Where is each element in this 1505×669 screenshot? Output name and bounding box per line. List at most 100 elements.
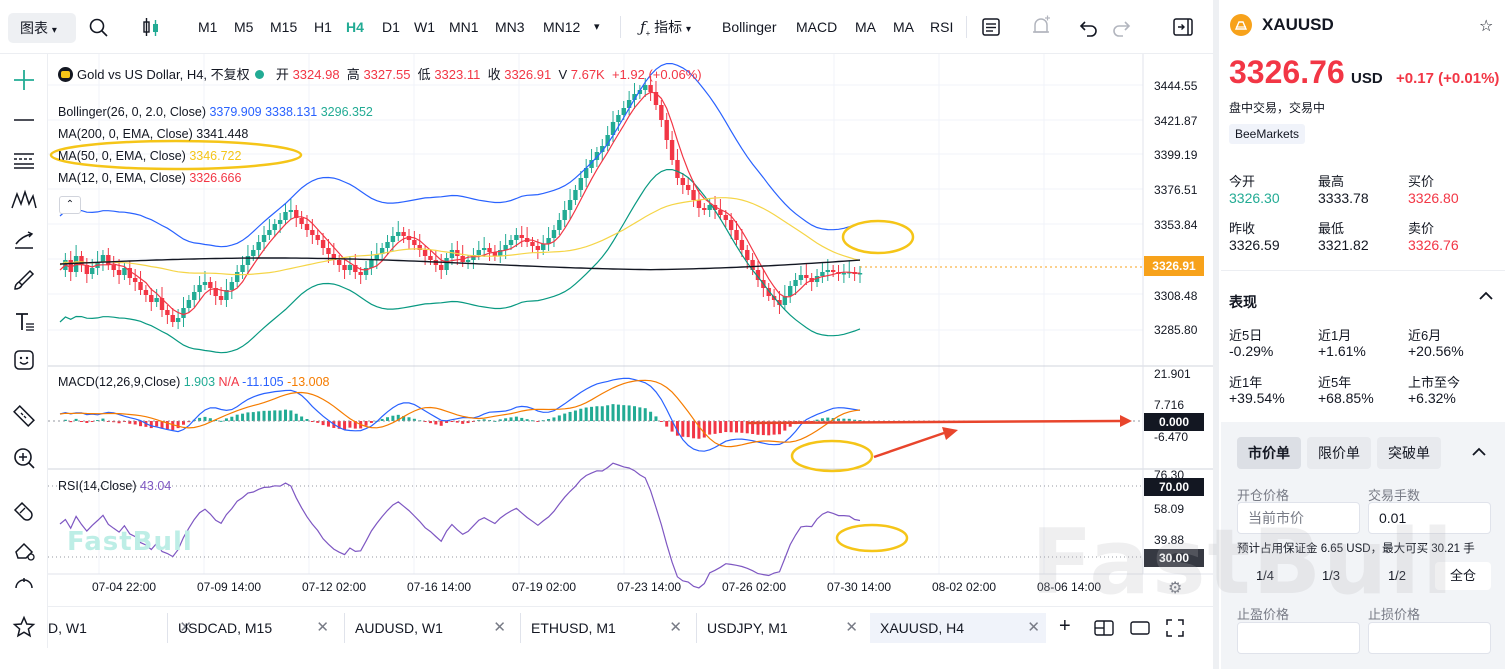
ma50-legend[interactable]: MA(50, 0, EMA, Close) 3346.722: [58, 149, 241, 163]
timeframe-m5[interactable]: M5: [234, 19, 254, 35]
fullscreen-icon[interactable]: [1166, 619, 1184, 642]
brush-icon[interactable]: [8, 264, 40, 296]
indicator-ma-button[interactable]: MA: [855, 19, 876, 35]
search-icon[interactable]: [88, 14, 110, 40]
timeframe-mn1[interactable]: MN1: [449, 19, 479, 35]
macd-histogram-bar: [745, 421, 749, 434]
layout-split-icon[interactable]: [1094, 619, 1114, 642]
indicator-bollinger-button[interactable]: Bollinger: [722, 19, 777, 35]
macd-histogram-bar: [590, 406, 594, 421]
close-icon[interactable]: ✕: [493, 619, 506, 636]
price-chart-svg[interactable]: [48, 54, 1213, 606]
ma200-legend[interactable]: MA(200, 0, EMA, Close) 3341.448: [58, 127, 248, 141]
macd-legend[interactable]: MACD(12,26,9,Close) 1.903 N/A -11.105 -1…: [58, 375, 330, 389]
fraction-all-button[interactable]: 全仓: [1435, 562, 1491, 590]
tab-market-order[interactable]: 市价单: [1237, 437, 1301, 469]
zoom-in-icon[interactable]: [8, 442, 40, 474]
chevron-up-icon[interactable]: [1471, 444, 1487, 465]
time-axis-label: 07-23 14:00: [617, 580, 682, 594]
annotation-arrow: [745, 419, 1121, 425]
indicator-macd-button[interactable]: MACD: [796, 19, 838, 35]
magnet-icon[interactable]: [8, 494, 40, 526]
candle-body: [621, 108, 626, 115]
close-icon[interactable]: ✕: [179, 619, 192, 636]
window-icon[interactable]: [1130, 619, 1150, 642]
indicator-ma-button-2[interactable]: MA: [893, 19, 914, 35]
symbol-tab[interactable]: USDCAD, M15 ✕: [167, 613, 335, 643]
macd-histogram-bar: [777, 421, 781, 435]
rsi-legend[interactable]: RSI(14,Close) 43.04: [58, 479, 171, 493]
timeframe-m15[interactable]: M15: [270, 19, 298, 35]
symbol-tab-active[interactable]: XAUUSD, H4 ✕: [870, 613, 1046, 643]
candle-body: [256, 242, 261, 250]
symbol-tab[interactable]: AUDUSD, W1 ✕: [344, 613, 512, 643]
close-icon[interactable]: ✕: [1027, 619, 1040, 636]
indicators-button[interactable]: ƒ+ 指标 ▾: [640, 18, 692, 38]
symbol-tab[interactable]: ETHUSD, M1 ✕: [520, 613, 688, 643]
crosshair-icon[interactable]: [8, 64, 40, 96]
trend-line-icon[interactable]: [8, 104, 40, 136]
lots-input[interactable]: 0.01: [1368, 502, 1491, 534]
lock-drawings-icon[interactable]: [8, 534, 40, 566]
candle-body: [439, 265, 444, 270]
favorite-star-icon[interactable]: ☆: [1479, 18, 1494, 35]
time-axis-label: 08-06 14:00: [1037, 580, 1102, 594]
timeframe-mn3[interactable]: MN3: [495, 19, 525, 35]
timeframe-h4[interactable]: H4: [346, 19, 364, 35]
text-tool-icon[interactable]: [8, 306, 40, 338]
chevron-up-icon[interactable]: [1478, 288, 1494, 309]
redo-icon[interactable]: [1110, 14, 1132, 40]
emoji-icon[interactable]: [8, 344, 40, 376]
candle-body: [594, 152, 600, 160]
close-icon[interactable]: ✕: [669, 619, 682, 636]
close-icon[interactable]: ✕: [845, 619, 858, 636]
macd-histogram-bar: [552, 417, 556, 421]
fraction-half-button[interactable]: 1/2: [1387, 568, 1407, 583]
hide-drawings-icon[interactable]: [8, 570, 40, 602]
candle-body: [181, 308, 186, 318]
timeframe-m1[interactable]: M1: [198, 19, 218, 35]
template-icon[interactable]: [980, 14, 1002, 40]
horizontal-lines-icon[interactable]: [8, 144, 40, 176]
symbol-tab[interactable]: D, W1 ✕: [38, 613, 198, 643]
alert-icon[interactable]: [1030, 14, 1052, 40]
favorite-star-icon[interactable]: [8, 611, 40, 643]
pattern-icon[interactable]: [8, 184, 40, 216]
fraction-quarter-button[interactable]: 1/4: [1255, 568, 1275, 583]
tab-stop-order[interactable]: 突破单: [1377, 437, 1441, 469]
chart-layout-button[interactable]: 图表 ▾: [8, 13, 76, 43]
macd-histogram-bar: [63, 419, 67, 421]
fib-icon[interactable]: [8, 224, 40, 256]
tab-limit-order[interactable]: 限价单: [1307, 437, 1371, 469]
macd-histogram-bar: [171, 421, 175, 431]
timeframe-h1[interactable]: H1: [314, 19, 332, 35]
close-icon[interactable]: ✕: [316, 619, 329, 636]
ruler-icon[interactable]: [8, 400, 40, 432]
take-profit-input[interactable]: [1237, 622, 1360, 654]
timeframe-d1[interactable]: D1: [382, 19, 400, 35]
stop-loss-input[interactable]: [1368, 622, 1491, 654]
timeframe-more-chevron-icon[interactable]: ▾: [594, 21, 600, 33]
time-axis-label: 08-02 02:00: [932, 580, 997, 594]
macd-histogram-bar: [176, 421, 180, 429]
collapse-panel-icon[interactable]: [1172, 14, 1194, 40]
ma12-legend[interactable]: MA(12, 0, EMA, Close) 3326.666: [58, 171, 241, 185]
macd-histogram-bar: [718, 421, 722, 434]
collapse-legend-chevron-icon[interactable]: ⌃: [59, 196, 81, 214]
undo-icon[interactable]: [1078, 14, 1100, 40]
time-axis-label: 07-09 14:00: [197, 580, 262, 594]
open-price-input[interactable]: 当前市价: [1237, 502, 1360, 534]
axis-settings-gear-icon[interactable]: ⚙: [1168, 580, 1183, 597]
candle-body: [401, 232, 406, 236]
bollinger-legend[interactable]: Bollinger(26, 0, 2.0, Close) 3379.909 33…: [58, 105, 373, 119]
candle-type-icon[interactable]: [140, 14, 162, 40]
candle-body: [557, 220, 562, 230]
timeframe-w1[interactable]: W1: [414, 19, 435, 35]
chart-area[interactable]: [48, 54, 1213, 606]
fraction-third-button[interactable]: 1/3: [1321, 568, 1341, 583]
symbol-tab[interactable]: USDJPY, M1 ✕: [696, 613, 864, 643]
add-tab-icon[interactable]: +: [1059, 615, 1071, 637]
indicator-rsi-button[interactable]: RSI: [930, 19, 954, 35]
timeframe-mn12[interactable]: MN12: [543, 19, 581, 35]
broker-badge[interactable]: BeeMarkets: [1229, 124, 1306, 144]
